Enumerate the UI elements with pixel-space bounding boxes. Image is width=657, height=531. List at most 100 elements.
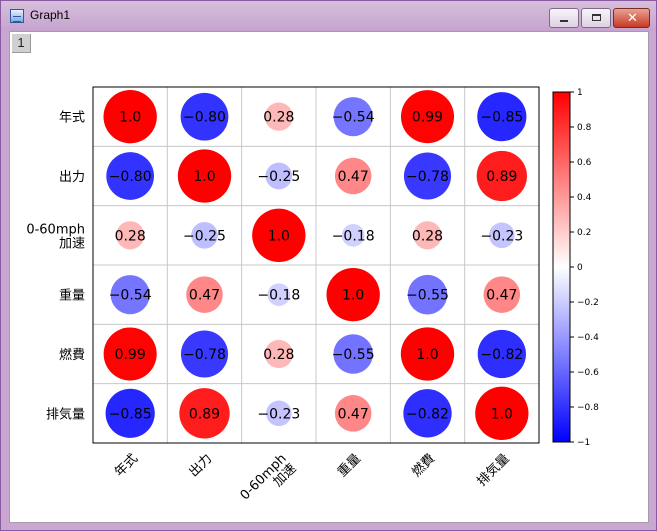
correlation-value-label: −0.25 <box>183 228 226 244</box>
correlation-value-label: −0.54 <box>332 110 375 126</box>
correlation-value-label: 0.47 <box>189 288 220 304</box>
graph-page[interactable]: 1 1.0 −0.80 0.28 −0.54 0.99 −0.85 −0.80 1.0 −0.2… <box>9 31 649 523</box>
correlation-circle <box>177 149 232 203</box>
maximize-button[interactable] <box>581 8 611 28</box>
correlation-value-label: 1.0 <box>193 169 215 185</box>
correlation-circle <box>477 329 526 379</box>
colorbar <box>552 91 571 443</box>
correlation-circle <box>333 97 373 137</box>
correlation-circle <box>326 268 380 322</box>
correlation-plot[interactable]: 1.0 −0.80 0.28 −0.54 0.99 −0.85 −0.80 1.0 −0.25 0… <box>10 32 648 522</box>
x-tick-label: 0-60mph加速 <box>238 451 300 513</box>
y-tick-label: 0-60mph 加速 <box>26 222 85 251</box>
correlation-circle <box>483 276 521 313</box>
graph-window-icon[interactable] <box>10 9 24 23</box>
correlation-value-label: −0.23 <box>480 228 523 244</box>
correlation-value-label: 1.0 <box>491 406 513 422</box>
correlation-circle <box>476 150 527 202</box>
correlation-value-label: −0.54 <box>109 288 152 304</box>
correlation-circle <box>264 339 293 369</box>
close-button[interactable]: ✕ <box>613 8 650 28</box>
correlation-circle <box>103 327 157 381</box>
x-tick-label: 排気量 <box>474 451 513 490</box>
correlation-circle <box>403 389 452 438</box>
correlation-circle <box>106 152 155 200</box>
colorbar-tick-label: 0.8 <box>577 123 592 133</box>
correlation-value-label: −0.55 <box>406 288 449 304</box>
correlation-value-label: 1.0 <box>268 228 290 244</box>
correlation-value-label: 1.0 <box>119 110 141 126</box>
correlation-value-label: −0.25 <box>257 169 300 185</box>
title-bar[interactable]: Graph1 ✕ <box>1 1 656 31</box>
correlation-circle <box>265 162 293 190</box>
plot-frame <box>92 86 540 444</box>
correlation-circle <box>103 90 157 144</box>
correlation-value-label: −0.23 <box>257 406 300 422</box>
correlation-circle <box>266 400 292 427</box>
minimize-icon <box>560 20 568 22</box>
colorbar-tick-label: −0.2 <box>577 298 599 308</box>
correlation-circle <box>186 276 223 313</box>
y-tick-label: 出力 <box>59 170 85 185</box>
correlation-value-label: 0.28 <box>115 228 146 244</box>
maximize-icon <box>592 14 601 21</box>
colorbar-tick-label: −0.6 <box>577 368 599 378</box>
correlation-value-label: 0.47 <box>338 406 369 422</box>
correlation-circle <box>413 221 442 250</box>
x-tick-label: 出力 <box>186 451 215 480</box>
correlation-circle <box>252 208 306 262</box>
correlation-value-label: −0.18 <box>257 288 300 304</box>
correlation-circle <box>407 274 448 315</box>
colorbar-tick-label: 1 <box>577 88 583 98</box>
x-tick-label: 重量 <box>334 451 364 481</box>
minimize-button[interactable] <box>549 8 579 28</box>
correlation-value-label: −0.82 <box>480 347 523 363</box>
correlation-circle <box>400 327 455 381</box>
correlation-value-label: 1.0 <box>342 288 364 304</box>
correlation-value-label: −0.80 <box>109 169 152 185</box>
correlation-value-label: −0.80 <box>183 110 226 126</box>
correlation-value-label: −0.55 <box>332 347 375 363</box>
colorbar-tick-label: −1 <box>577 438 590 448</box>
correlation-circle <box>475 386 529 441</box>
colorbar-tick-label: −0.4 <box>577 333 599 343</box>
layer-tab[interactable]: 1 <box>12 34 31 53</box>
colorbar-tick-label: 0.6 <box>577 158 592 168</box>
correlation-circle <box>333 334 373 374</box>
correlation-circle <box>110 275 150 315</box>
correlation-circle <box>334 157 372 195</box>
correlation-value-label: 0.28 <box>412 228 443 244</box>
x-tick-label: 燃費 <box>409 451 439 481</box>
correlation-circle <box>180 330 229 378</box>
correlation-value-label: 0.47 <box>338 169 369 185</box>
colorbar-tick-label: 0 <box>577 263 583 273</box>
correlation-value-label: −0.82 <box>406 406 449 422</box>
y-tick-label: 年式 <box>59 111 85 126</box>
correlation-circle <box>180 92 229 141</box>
correlation-value-label: 1.0 <box>416 347 438 363</box>
correlation-value-label: 0.89 <box>486 169 517 185</box>
correlation-value-label: 0.99 <box>412 110 443 126</box>
correlation-value-label: 0.47 <box>486 288 517 304</box>
y-tick-label: 重量 <box>59 288 85 304</box>
correlation-value-label: −0.85 <box>109 406 152 422</box>
correlation-value-label: −0.85 <box>480 110 523 126</box>
y-tick-label: 燃費 <box>59 347 85 363</box>
correlation-circle <box>334 395 372 432</box>
correlation-value-label: −0.78 <box>183 347 226 363</box>
correlation-circle <box>489 222 515 249</box>
correlation-circle <box>403 152 452 200</box>
correlation-circle <box>179 388 230 439</box>
correlation-circle <box>341 224 365 247</box>
correlation-value-label: 0.28 <box>263 110 294 126</box>
correlation-value-label: 0.89 <box>189 406 220 422</box>
correlation-circle <box>116 221 145 250</box>
correlation-value-label: 0.99 <box>115 347 146 363</box>
correlation-value-label: 0.28 <box>263 347 294 363</box>
correlation-circle <box>105 388 155 438</box>
correlation-circle <box>264 102 293 131</box>
colorbar-tick-label: 0.2 <box>577 228 591 238</box>
y-tick-label: 排気量 <box>46 406 85 422</box>
window-title: Graph1 <box>30 8 71 22</box>
